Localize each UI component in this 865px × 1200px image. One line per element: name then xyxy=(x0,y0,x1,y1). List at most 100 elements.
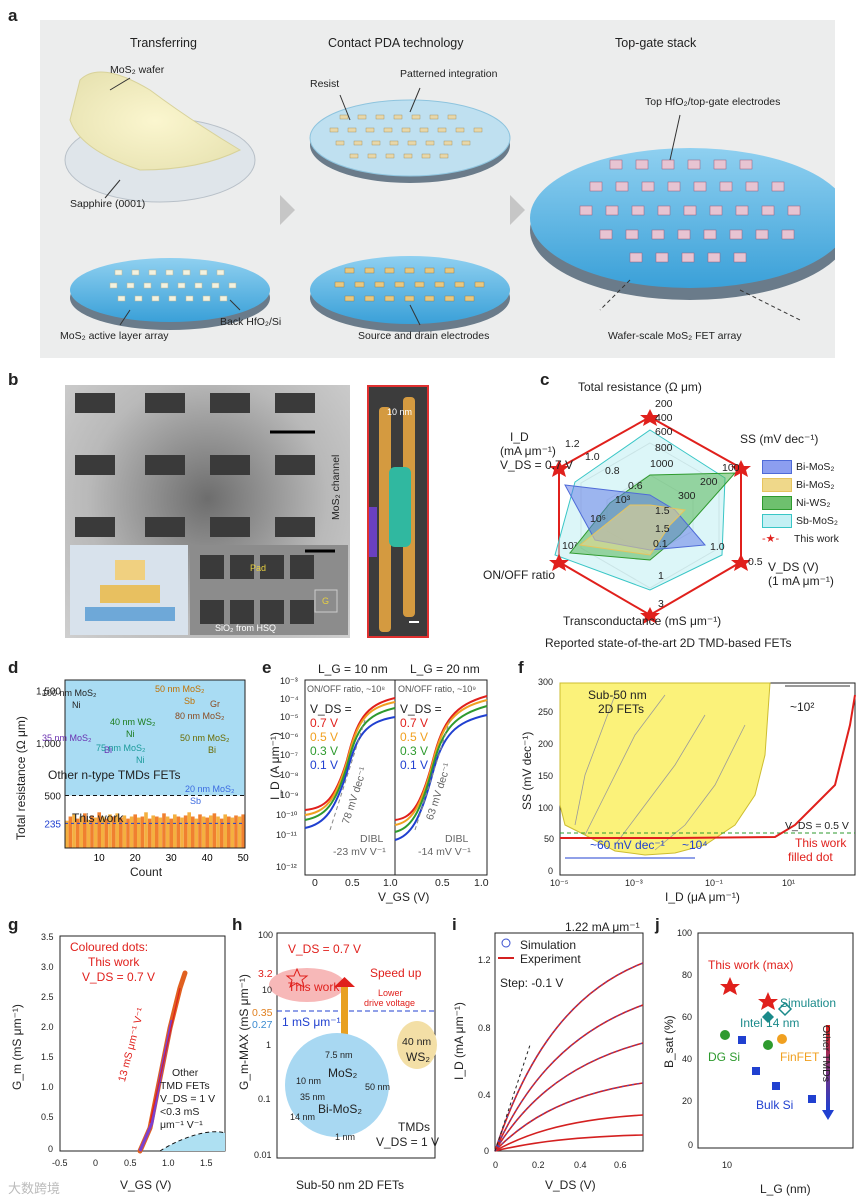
g-ytick-30: 3.0 xyxy=(41,962,54,972)
f-ref-curve-2 xyxy=(614,714,706,846)
star-gm xyxy=(640,607,660,624)
f-ytick-50: 50 xyxy=(544,834,555,844)
heading-contact-pda: Contact PDA technology xyxy=(328,36,464,50)
d-bar xyxy=(234,815,238,848)
j-xlabel: L_G (nm) xyxy=(760,1182,811,1196)
j-bulk-1 xyxy=(738,1036,746,1044)
g-ytick-0: 0 xyxy=(48,1144,54,1154)
h-ytick-01: 0.1 xyxy=(258,1094,271,1104)
h-pt-10: 10 nm xyxy=(296,1076,322,1086)
d-axes xyxy=(64,679,246,849)
i-xtick-02: 0.2 xyxy=(532,1160,545,1170)
d-bar xyxy=(183,815,188,848)
panel-a-label: a xyxy=(8,6,18,25)
tick-onoff-7: 10⁷ xyxy=(562,540,578,552)
d-xtick: 10 xyxy=(94,853,106,864)
d-bar xyxy=(126,818,130,848)
d-bar xyxy=(140,816,145,848)
i-axes xyxy=(494,932,644,1152)
i-experiment: Experiment xyxy=(520,952,581,966)
g-coloured: Coloured dots: xyxy=(70,940,149,954)
i-xtick-06: 0.6 xyxy=(614,1160,627,1170)
legend-item-bi-mos2-b: Bi-MoS₂ xyxy=(762,478,839,492)
e-curve-01-left xyxy=(304,716,396,829)
g-ytick-25: 2.5 xyxy=(41,992,54,1002)
i-ytick-12: 1.2 xyxy=(478,955,491,965)
tick-r-200: 200 xyxy=(655,398,673,410)
i-dashed-line xyxy=(494,1044,531,1152)
f-ref-curve-4 xyxy=(574,694,616,826)
e-ss-line-right xyxy=(414,719,451,831)
g-other5: μm⁻¹ V⁻¹ xyxy=(160,1119,203,1131)
e-vds03-l: 0.3 V xyxy=(310,744,339,758)
e-curve-03-right xyxy=(394,705,488,833)
mos2-channel-label: MoS₂ channel xyxy=(330,454,342,520)
j-ylabel: B_sat (%) xyxy=(662,1015,676,1068)
watermark: 大数跨境 xyxy=(8,1181,61,1196)
f-range: ~60 mV dec⁻¹ xyxy=(590,838,665,852)
heading-transferring: Transferring xyxy=(130,36,197,50)
d-ytick: 1,500 xyxy=(36,687,61,698)
d-bar xyxy=(198,814,202,848)
e-ytick-5: 10⁻⁵ xyxy=(280,712,299,722)
d-bar xyxy=(75,818,80,848)
pad-label: Pad xyxy=(250,563,267,573)
j-xtick-10: 10 xyxy=(722,1160,733,1170)
panel-e-label: e xyxy=(262,658,272,677)
d-bar xyxy=(122,815,127,848)
panel-g-label: g xyxy=(8,915,19,934)
d-other-label: Other n-type TMDs FETs xyxy=(48,768,181,782)
scale-10nm: 10 nm xyxy=(387,407,413,417)
e-ytick-12: 10⁻¹² xyxy=(276,862,297,872)
i-ylabel: I_D (mA μm⁻¹) xyxy=(452,1002,466,1080)
label-wafer-scale: Wafer-scale MoS₂ FET array xyxy=(608,330,742,342)
axis-total-resistance: Total resistance (Ω μm) xyxy=(578,380,702,394)
d-this-work: This work xyxy=(72,811,124,825)
tick-r-600: 600 xyxy=(655,426,673,438)
label-mos2-wafer: MoS₂ wafer xyxy=(110,64,165,76)
e-ytick-7: 10⁻⁷ xyxy=(280,750,299,760)
e-vds-l: V_DS = xyxy=(310,702,352,716)
f-filled: filled dot xyxy=(788,850,833,864)
star-ss xyxy=(731,460,751,477)
e-onoff1: ON/OFF ratio, ~10⁸ xyxy=(307,684,386,694)
h-ytick-10: 10 xyxy=(262,985,273,995)
e-xtick-0: 0 xyxy=(312,877,318,889)
i-sim-2 xyxy=(494,1004,644,1152)
d-pt-40nm: 40 nm WS₂ xyxy=(110,717,156,727)
d-pt-gr: Gr xyxy=(210,699,220,709)
f-ytick-100: 100 xyxy=(538,803,554,813)
d-bar xyxy=(205,817,209,848)
h-marked-035: 0.35 xyxy=(252,1007,273,1019)
d-bar xyxy=(180,817,184,848)
d-pt-35nm: 35 nm MoS₂ xyxy=(42,733,92,743)
e-curve-05-left xyxy=(304,701,396,816)
tick-ss-200: 200 xyxy=(700,476,718,488)
panel-i-label: i xyxy=(452,915,457,934)
g-other1: Other xyxy=(172,1067,199,1079)
panel-d-label: d xyxy=(8,658,19,677)
d-bar xyxy=(90,815,94,848)
axis-id-2: (mA μm⁻¹) xyxy=(500,444,556,458)
j-dg-si xyxy=(720,1030,730,1040)
e-xtick-05b: 0.5 xyxy=(435,877,450,889)
j-simulation-label: Simulation xyxy=(780,996,837,1010)
d-pt-ni2: Ni xyxy=(126,729,135,739)
e-vds03-r: 0.3 V xyxy=(400,744,429,758)
i-sim-4 xyxy=(494,1082,644,1152)
d-bar xyxy=(101,816,105,848)
h-pt-1: 1 nm xyxy=(335,1132,356,1142)
d-pt-bi1: Bi xyxy=(104,745,113,755)
d-bar xyxy=(241,814,245,848)
tick-id-08: 0.8 xyxy=(605,465,620,477)
axis-vds-2: (1 mA μm⁻¹) xyxy=(768,574,834,588)
e-vds05-r: 0.5 V xyxy=(400,730,429,744)
e-vds01-r: 0.1 V xyxy=(400,758,429,772)
d-bar xyxy=(209,815,213,848)
axis-vds-1: V_DS (V) xyxy=(768,560,819,574)
e-axes-right xyxy=(394,679,488,876)
e-ss-line-left xyxy=(329,719,366,831)
d-bar xyxy=(230,817,235,848)
g-slope-arrow xyxy=(149,987,181,1124)
axis-id-1: I_D xyxy=(510,430,529,444)
